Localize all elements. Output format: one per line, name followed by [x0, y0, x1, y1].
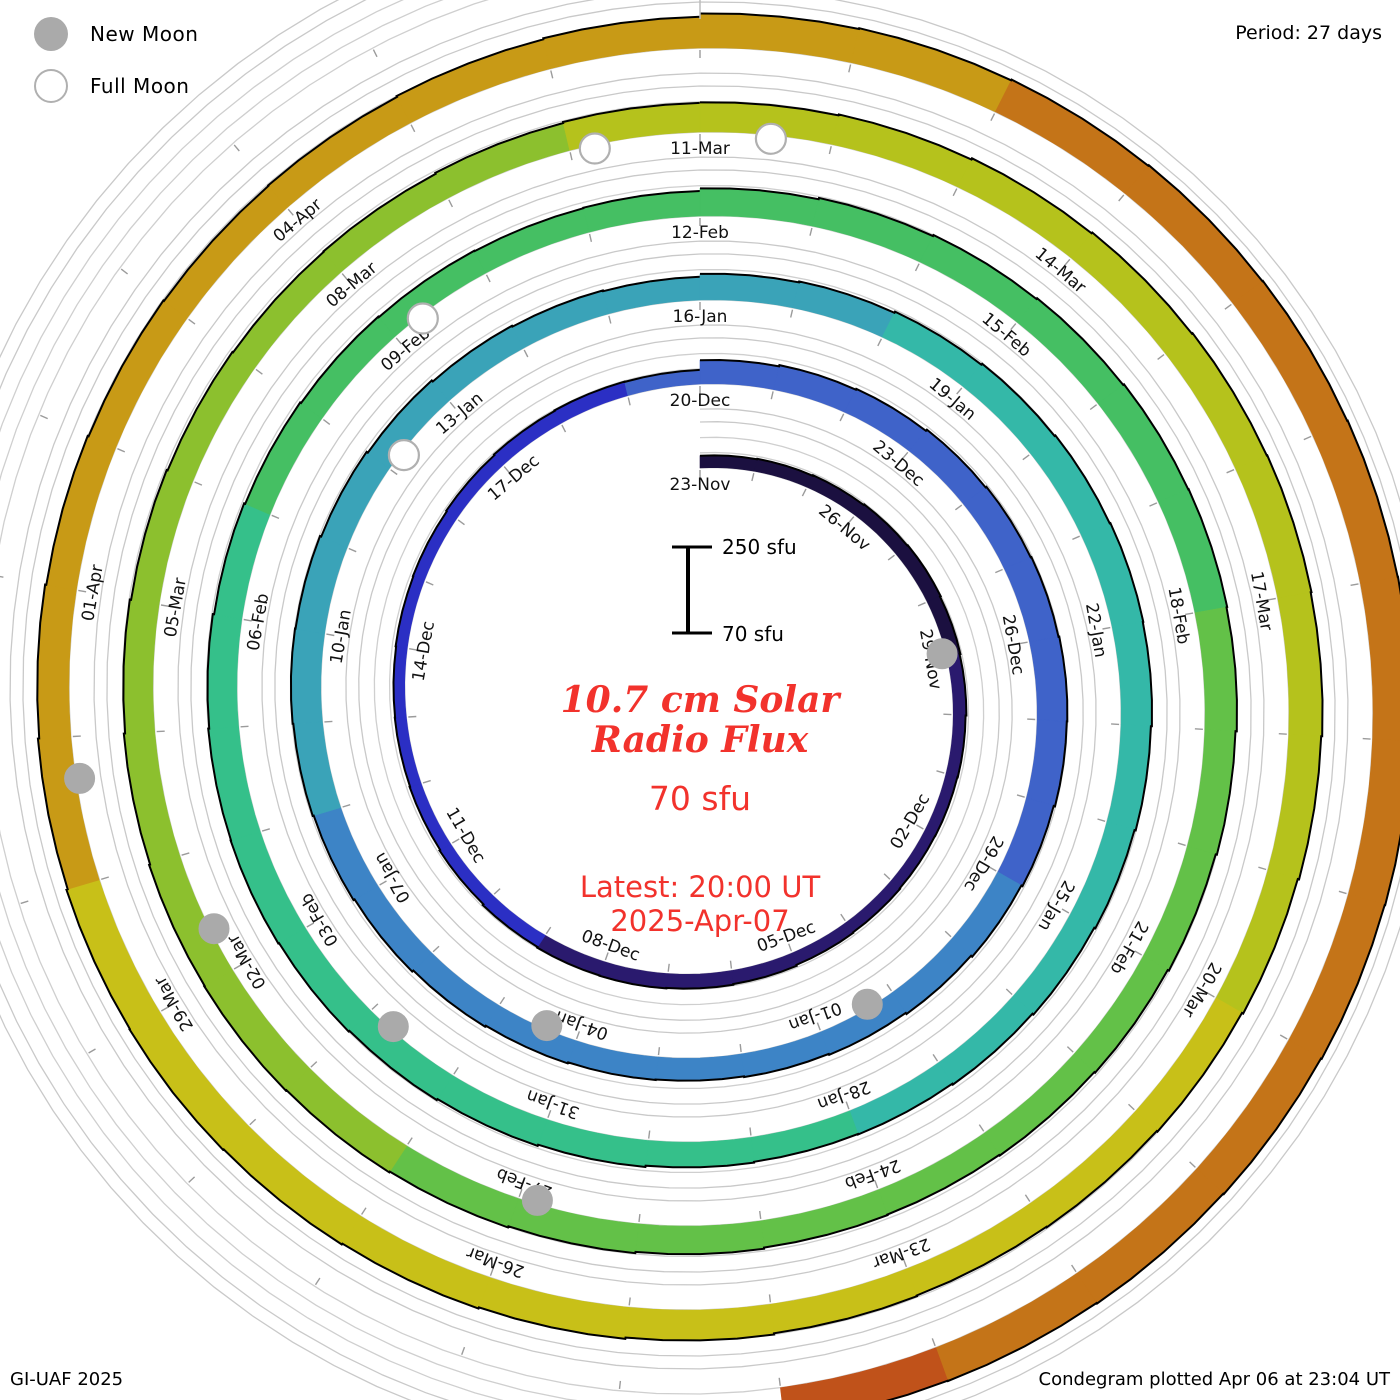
spiral-date-label: 18-Feb	[1163, 585, 1193, 645]
spiral-ticks	[0, 49, 1371, 1389]
new-moon-marker	[926, 638, 958, 670]
spiral-date-label: 23-Nov	[670, 475, 731, 495]
full-moon-marker	[578, 132, 611, 165]
spiral-date-label: 06-Feb	[244, 592, 274, 652]
spiral-date-label: 10-Jan	[327, 608, 356, 666]
moon-legend: New Moon Full Moon	[18, 8, 198, 112]
new-moon-marker	[377, 1011, 409, 1043]
spiral-date-label: 05-Mar	[161, 576, 191, 638]
new-moon-marker	[531, 1010, 563, 1042]
period-text: Period: 27 days	[1235, 22, 1382, 44]
spiral-date-label: 12-Feb	[671, 223, 729, 243]
full-moon-marker	[387, 439, 420, 472]
new-moon-marker	[198, 913, 230, 945]
legend-item-new-moon: New Moon	[18, 8, 198, 60]
spiral-date-label: 11-Mar	[670, 139, 730, 159]
spiral-date-label: 16-Jan	[673, 307, 728, 327]
legend-item-full-moon: Full Moon	[18, 60, 198, 112]
new-moon-icon	[34, 17, 68, 51]
spiral-bands	[36, 12, 1400, 1400]
full-moon-marker	[406, 302, 439, 335]
radial-axis-labels: 250190130	[699, 0, 701, 19]
plotted-timestamp: Condegram plotted Apr 06 at 23:04 UT	[1038, 1369, 1390, 1390]
spiral-date-label: 26-Dec	[998, 613, 1028, 676]
full-moon-marker	[754, 122, 788, 155]
spiral-date-label: 01-Apr	[78, 563, 108, 622]
new-moon-marker	[64, 762, 96, 794]
full-moon-icon	[34, 69, 68, 103]
spiral-date-label: 20-Dec	[670, 391, 731, 411]
new-moon-marker	[521, 1184, 553, 1216]
legend-label-full-moon: Full Moon	[90, 74, 190, 98]
credit-text: GI-UAF 2025	[10, 1369, 124, 1390]
moon-markers	[64, 122, 958, 1216]
spiral-date-label: 17-Mar	[1246, 570, 1276, 632]
legend-label-new-moon: New Moon	[90, 22, 199, 46]
spiral-date-label: 14-Dec	[409, 620, 439, 683]
spiral-date-label: 22-Jan	[1081, 602, 1110, 660]
new-moon-marker	[851, 988, 883, 1020]
